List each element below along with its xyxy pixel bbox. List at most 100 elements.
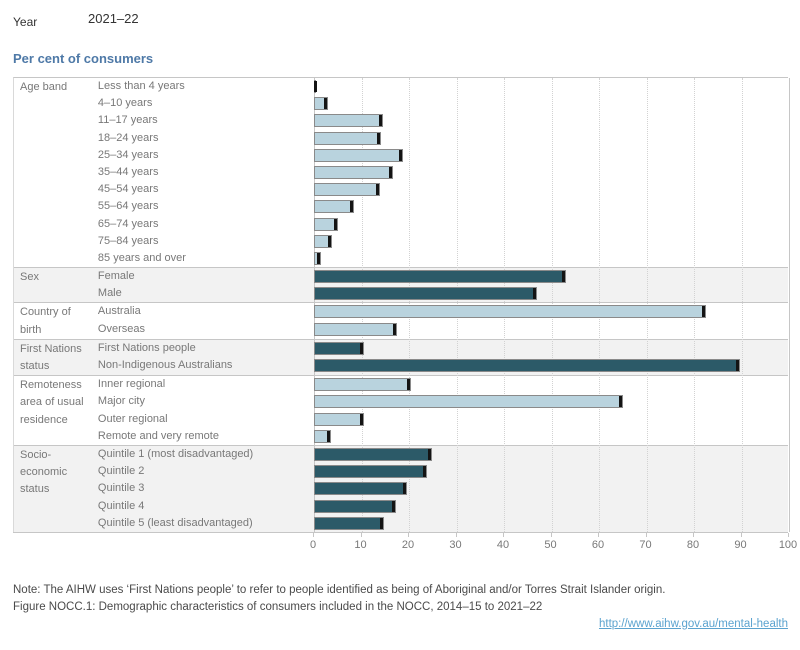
bar-age-band-7[interactable] xyxy=(313,200,355,214)
chart-title: Per cent of consumers xyxy=(13,51,154,66)
bar-socio-economic-status-4[interactable] xyxy=(313,516,385,530)
bar-remoteness-area-of-usual-residence-2[interactable] xyxy=(313,412,365,426)
row-label: 35–44 years xyxy=(97,165,159,178)
bar-row xyxy=(313,446,788,463)
bar-row xyxy=(313,198,788,215)
gantt-tick xyxy=(422,466,426,478)
bar-socio-economic-status-2[interactable] xyxy=(313,482,407,496)
axis-tick-label: 60 xyxy=(591,539,605,551)
axis-tick xyxy=(408,533,409,537)
year-parameter-label: Year xyxy=(13,15,38,29)
row-label-column: Australia Overseas xyxy=(98,303,314,338)
row-label: Outer regional xyxy=(97,412,168,425)
gantt-tick xyxy=(619,396,623,408)
bar-sex-1[interactable] xyxy=(313,287,538,301)
section-label: First Nations status xyxy=(20,342,82,373)
bar-remoteness-area-of-usual-residence-0[interactable] xyxy=(313,378,411,392)
note-text: Note: The AIHW uses ‘First Nations peopl… xyxy=(13,584,666,596)
bar-row xyxy=(313,216,788,233)
section-5: Socio-economic status Quintile 1 (most di… xyxy=(14,445,788,532)
row-label-column: Quintile 1 (most disadvantaged) Quintile … xyxy=(98,446,314,532)
axis-tick xyxy=(455,533,457,537)
bar-remoteness-area-of-usual-residence-1[interactable] xyxy=(313,395,624,409)
plot-area xyxy=(313,376,788,445)
year-parameter-dropdown[interactable]: 2021–22 xyxy=(88,11,139,26)
figure-caption: Figure NOCC.1: Demographic characteristi… xyxy=(13,601,543,613)
row-label: Male xyxy=(97,287,122,300)
gantt-tick xyxy=(399,149,403,161)
bar-socio-economic-status-3[interactable] xyxy=(313,499,396,513)
plot-area xyxy=(313,303,788,338)
gantt-tick xyxy=(323,98,327,110)
section-3: First Nations status First Nations people… xyxy=(14,338,788,376)
gantt-tick xyxy=(378,115,382,127)
bar-age-band-4[interactable] xyxy=(313,148,404,162)
axis-tick xyxy=(360,533,362,537)
row-label-column: Inner regional Major city Outer regional Re… xyxy=(98,376,314,445)
axis-tick xyxy=(788,533,789,537)
bar-first-nations-status-0[interactable] xyxy=(313,341,364,355)
bar-row xyxy=(313,78,788,95)
axis-tick-label: 30 xyxy=(449,539,462,551)
x-axis: 0 10 20 30 40 50 60 70 80 90 100 xyxy=(13,532,797,558)
bar-row xyxy=(313,130,788,147)
plot-area xyxy=(313,340,788,375)
gantt-tick xyxy=(561,271,565,283)
gantt-tick xyxy=(391,500,395,512)
gantt-tick xyxy=(388,166,392,178)
row-label: Female xyxy=(97,270,135,283)
bar-row xyxy=(313,340,788,357)
bar-row xyxy=(313,393,788,410)
axis-tick xyxy=(598,533,599,537)
gantt-tick xyxy=(380,517,384,529)
axis-tick-label: 0 xyxy=(309,539,317,551)
gantt-tick xyxy=(327,235,331,247)
plot-area xyxy=(313,268,788,302)
bar-row xyxy=(313,480,788,497)
bar-age-band-6[interactable] xyxy=(313,183,380,197)
gantt-tick xyxy=(326,430,330,442)
axis-tick-label: 70 xyxy=(639,539,652,551)
bar-row xyxy=(313,233,788,250)
bar-socio-economic-status-1[interactable] xyxy=(313,465,427,479)
bar-sex-0[interactable] xyxy=(313,270,566,284)
gridline-100 xyxy=(789,78,790,532)
bar-country-of-birth-0[interactable] xyxy=(313,305,707,319)
row-label: First Nations people xyxy=(97,341,196,354)
bar-row xyxy=(313,463,788,480)
row-label: Remote and very remote xyxy=(97,429,219,442)
plot-area xyxy=(313,78,788,267)
row-label: Major city xyxy=(97,395,145,408)
bar-socio-economic-status-0[interactable] xyxy=(313,448,433,461)
source-link[interactable]: http://www.aihw.gov.au/mental-health xyxy=(598,618,788,630)
bar-age-band-2[interactable] xyxy=(313,114,383,128)
bar-row xyxy=(313,250,788,267)
bar-first-nations-status-1[interactable] xyxy=(313,359,740,373)
bar-row xyxy=(313,112,788,129)
bar-row xyxy=(313,515,788,532)
bar-age-band-3[interactable] xyxy=(313,131,381,145)
row-label: 11–17 years xyxy=(97,114,158,127)
axis-tick-label: 100 xyxy=(778,539,798,551)
row-label: 75–84 years xyxy=(97,234,159,247)
row-label: Overseas xyxy=(97,322,145,335)
bar-row xyxy=(313,428,788,445)
axis-tick xyxy=(645,533,647,537)
gantt-tick xyxy=(428,449,432,460)
bar-country-of-birth-1[interactable] xyxy=(313,322,398,336)
row-label: Quintile 4 xyxy=(97,499,145,512)
row-label-column: Female Male xyxy=(98,268,314,302)
bar-age-band-5[interactable] xyxy=(313,165,393,179)
bar-row xyxy=(313,285,788,302)
row-label: 45–54 years xyxy=(97,183,159,196)
row-label: Quintile 2 xyxy=(97,465,145,478)
axis-tick xyxy=(550,533,552,537)
gantt-tick xyxy=(406,379,410,391)
section-0: Age band Less than 4 years 4–10 years 11–17… xyxy=(14,78,788,267)
row-label: Quintile 1 (most disadvantaged) xyxy=(97,448,254,460)
row-label-column: First Nations people Non-Indigenous Austr… xyxy=(98,340,314,375)
row-label: Quintile 5 (least disadvantaged) xyxy=(97,516,253,529)
row-label: Non-Indigenous Australians xyxy=(97,359,233,372)
section-label: Remoteness area of usual residence xyxy=(20,379,84,426)
